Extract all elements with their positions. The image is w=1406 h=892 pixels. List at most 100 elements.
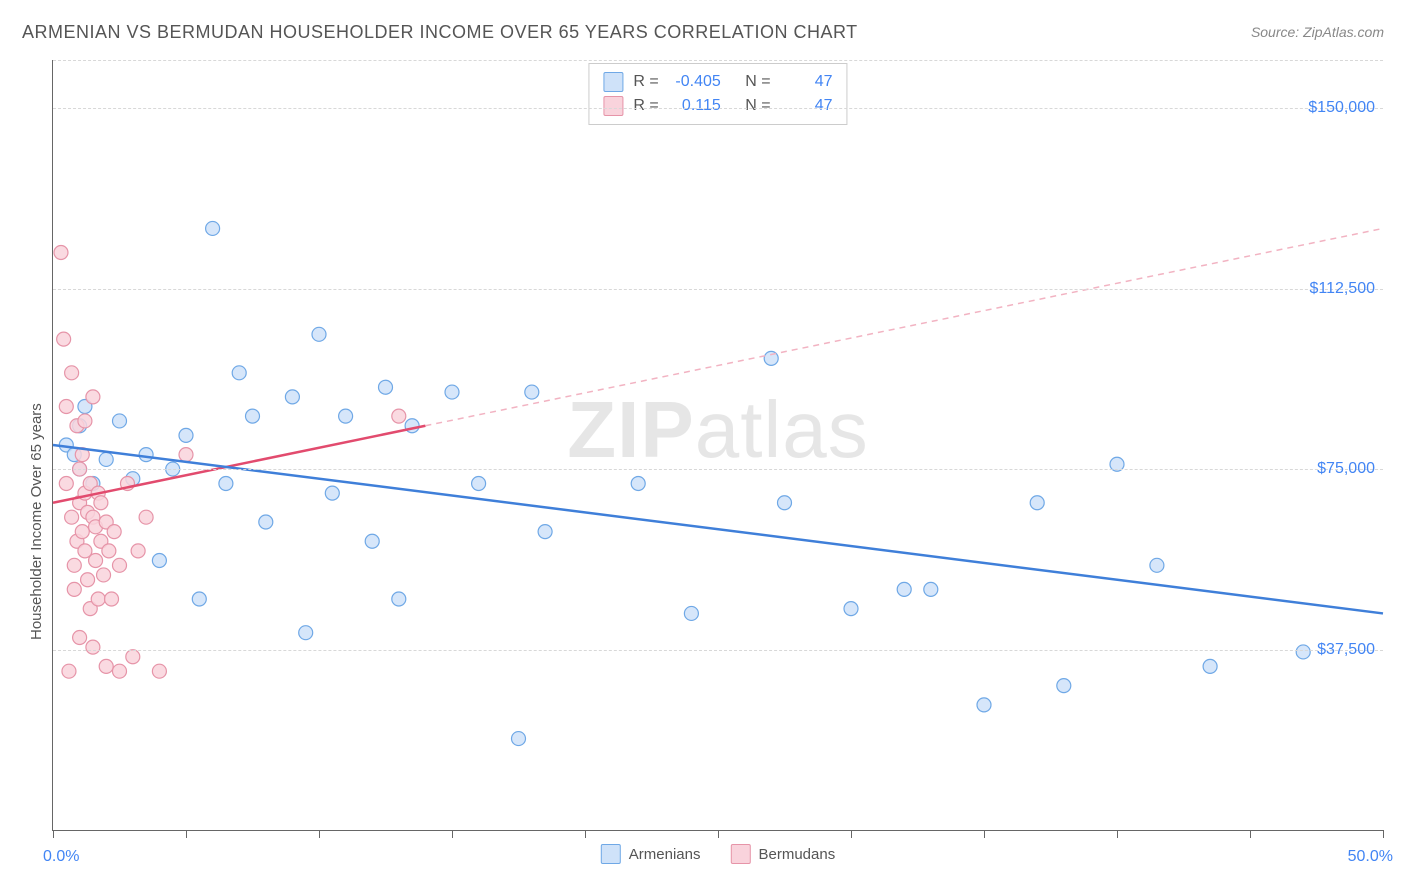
data-point-bermudans [86,390,100,404]
data-point-armenians [512,732,526,746]
data-point-armenians [152,554,166,568]
data-point-bermudans [107,525,121,539]
label-N: N = [745,70,770,94]
data-point-armenians [219,477,233,491]
data-point-armenians [897,582,911,596]
label-R: R = [633,70,658,94]
data-point-bermudans [81,573,95,587]
legend-swatch-bermudans [730,844,750,864]
plot-area: ZIPatlas R = -0.405 N = 47 R = 0.115 N =… [52,60,1383,831]
data-point-bermudans [65,510,79,524]
data-point-armenians [325,486,339,500]
gridline-h [53,108,1383,109]
data-point-bermudans [105,592,119,606]
chart-container: ARMENIAN VS BERMUDAN HOUSEHOLDER INCOME … [0,0,1406,892]
data-point-armenians [1150,558,1164,572]
y-axis-title: Householder Income Over 65 years [28,403,45,640]
stats-row-bermudans: R = 0.115 N = 47 [603,94,832,118]
data-point-armenians [365,534,379,548]
legend-label-armenians: Armenians [629,846,701,863]
data-point-bermudans [179,448,193,462]
stat-R-armenians: -0.405 [669,70,721,94]
data-point-armenians [977,698,991,712]
x-tick [319,830,320,838]
data-point-armenians [844,602,858,616]
data-point-armenians [339,409,353,423]
data-point-bermudans [62,664,76,678]
data-point-armenians [764,351,778,365]
data-point-bermudans [102,544,116,558]
legend-swatch-armenians [601,844,621,864]
stat-N-armenians: 47 [781,70,833,94]
x-tick [1117,830,1118,838]
data-point-armenians [179,428,193,442]
gridline-h [53,469,1383,470]
stats-box: R = -0.405 N = 47 R = 0.115 N = 47 [588,63,847,125]
y-tick-label: $75,000 [1317,460,1375,478]
data-point-bermudans [86,640,100,654]
legend: Armenians Bermudans [601,844,835,864]
data-point-armenians [1203,659,1217,673]
data-point-armenians [312,327,326,341]
data-point-bermudans [67,582,81,596]
x-axis-min-label: 0.0% [43,848,79,866]
x-tick [53,830,54,838]
data-point-bermudans [131,544,145,558]
data-point-armenians [525,385,539,399]
data-point-armenians [1057,679,1071,693]
data-point-bermudans [94,496,108,510]
x-tick [452,830,453,838]
data-point-bermudans [113,664,127,678]
data-point-bermudans [99,659,113,673]
y-tick-label: $112,500 [1309,280,1375,298]
x-tick [1250,830,1251,838]
y-tick-label: $150,000 [1308,99,1375,117]
data-point-bermudans [89,554,103,568]
legend-label-bermudans: Bermudans [758,846,835,863]
data-point-bermudans [67,558,81,572]
data-point-bermudans [392,409,406,423]
data-point-armenians [113,414,127,428]
data-point-bermudans [113,558,127,572]
data-point-armenians [379,380,393,394]
data-point-armenians [392,592,406,606]
data-point-bermudans [91,592,105,606]
data-point-armenians [299,626,313,640]
data-point-armenians [285,390,299,404]
x-axis-max-label: 50.0% [1348,848,1393,866]
data-point-armenians [684,606,698,620]
data-point-bermudans [97,568,111,582]
legend-item-armenians: Armenians [601,844,701,864]
data-point-bermudans [59,400,73,414]
data-point-bermudans [59,477,73,491]
data-point-bermudans [54,246,68,260]
data-point-armenians [139,448,153,462]
x-tick [186,830,187,838]
data-point-bermudans [75,525,89,539]
x-tick [851,830,852,838]
data-point-bermudans [152,664,166,678]
data-point-armenians [631,477,645,491]
data-point-bermudans [126,650,140,664]
x-tick [585,830,586,838]
data-point-armenians [538,525,552,539]
data-point-armenians [192,592,206,606]
plot-svg [53,60,1383,830]
y-tick-label: $37,500 [1317,641,1375,659]
data-point-bermudans [57,332,71,346]
label-R2: R = [633,94,658,118]
data-point-bermudans [78,414,92,428]
trend-line [425,228,1383,425]
x-tick [718,830,719,838]
data-point-armenians [924,582,938,596]
data-point-armenians [99,452,113,466]
trend-line [53,445,1383,613]
stat-R-bermudans: 0.115 [669,94,721,118]
data-point-armenians [232,366,246,380]
data-point-bermudans [73,631,87,645]
legend-item-bermudans: Bermudans [730,844,835,864]
data-point-bermudans [139,510,153,524]
data-point-armenians [246,409,260,423]
data-point-armenians [472,477,486,491]
stats-row-armenians: R = -0.405 N = 47 [603,70,832,94]
